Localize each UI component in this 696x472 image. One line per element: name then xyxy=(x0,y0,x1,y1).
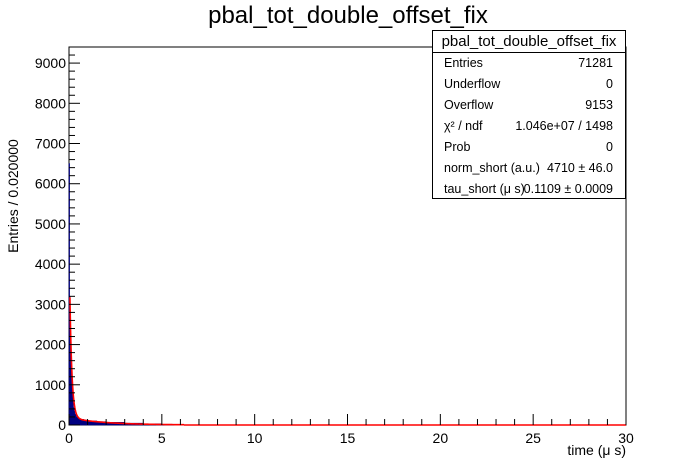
y-tick-label: 6000 xyxy=(35,176,66,192)
y-tick-label: 4000 xyxy=(35,256,66,272)
stats-key: Underflow xyxy=(444,77,501,91)
fit-curve xyxy=(69,297,626,426)
y-axis-label-text: Entries / 0.020000 xyxy=(5,139,21,253)
y-axis: 0 1000 2000 3000 4000 5000 6000 7000 8000 9000 xyxy=(35,46,80,433)
x-tick-label: 25 xyxy=(525,430,541,446)
stats-value: 4710 ± 46.0 xyxy=(547,161,613,175)
y-tick-label: 5000 xyxy=(35,216,66,232)
stats-row-underflow: Underflow 0 xyxy=(433,74,625,95)
x-tick-label: 5 xyxy=(158,430,166,446)
stats-value: 0 xyxy=(606,77,613,91)
y-tick-label: 8000 xyxy=(35,95,66,111)
chart-title: pbal_tot_double_offset_fix xyxy=(208,2,488,29)
stats-row-prob: Prob 0 xyxy=(433,137,625,158)
histogram-bars xyxy=(68,163,183,426)
stats-value: 0 xyxy=(606,140,613,154)
y-tick-label: 3000 xyxy=(35,296,66,312)
stats-value: 9153 xyxy=(585,98,613,112)
x-tick-label: 20 xyxy=(433,430,449,446)
stats-key: norm_short (a.u.) xyxy=(444,161,540,175)
x-axis: 0 5 10 15 20 25 30 xyxy=(65,414,634,446)
y-tick-label: 9000 xyxy=(35,55,66,71)
y-tick-label: 2000 xyxy=(35,337,66,353)
stats-box-title: pbal_tot_double_offset_fix xyxy=(433,31,625,53)
x-tick-label: 30 xyxy=(618,430,634,446)
stats-key: Prob xyxy=(444,140,471,154)
x-axis-label: time (μ s) xyxy=(567,442,626,458)
fit-curve-line xyxy=(69,297,185,426)
stats-row-entries: Entries 71281 xyxy=(433,53,625,74)
stats-key: Overflow xyxy=(444,98,494,112)
x-tick-label: 0 xyxy=(65,430,73,446)
y-tick-label: 1000 xyxy=(35,377,66,393)
stats-value: 1.046e+07 / 1498 xyxy=(515,119,613,133)
y-axis-label: Entries / 0.020000 xyxy=(1,139,25,253)
stats-row-norm-short: norm_short (a.u.) 4710 ± 46.0 xyxy=(433,158,625,179)
y-tick-label: 0 xyxy=(58,417,66,433)
stats-row-overflow: Overflow 9153 xyxy=(433,95,625,116)
stats-row-chi2: χ² / ndf 1.046e+07 / 1498 xyxy=(433,116,625,137)
x-tick-label: 15 xyxy=(340,430,356,446)
stats-key: χ² / ndf xyxy=(444,119,483,133)
stats-row-tau-short: tau_short (μ s) 0.1109 ± 0.0009 xyxy=(433,179,625,200)
stats-key: tau_short (μ s) xyxy=(444,182,525,196)
x-tick-label: 10 xyxy=(247,430,263,446)
stats-value: 71281 xyxy=(578,56,613,70)
stats-box: pbal_tot_double_offset_fix Entries 71281 … xyxy=(432,30,626,199)
stats-value: 0.1109 ± 0.0009 xyxy=(523,182,613,196)
y-tick-label: 7000 xyxy=(35,136,66,152)
stats-key: Entries xyxy=(444,56,483,70)
